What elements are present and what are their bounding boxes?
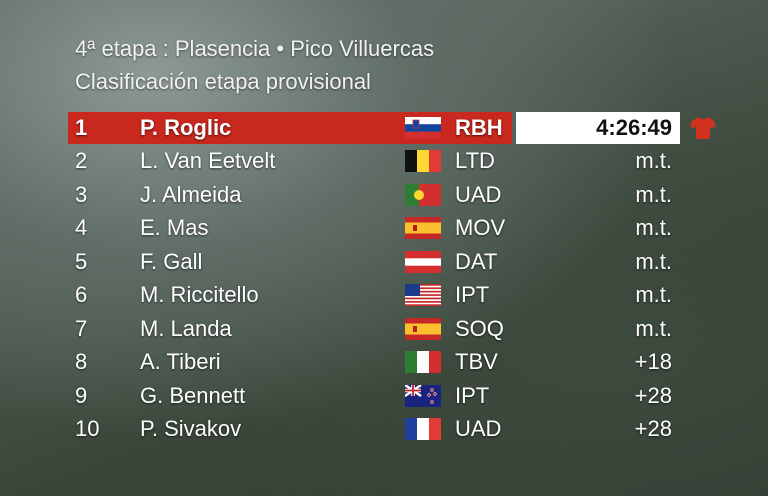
row: 8 A. Tiberi TBV +18 xyxy=(0,346,768,378)
row: 3 J. Almeida UAD m.t. xyxy=(0,179,768,211)
flag xyxy=(405,385,441,407)
rider: M. Riccitello xyxy=(140,282,259,307)
flag xyxy=(405,217,441,239)
team: UAD xyxy=(455,416,502,441)
team: RBH xyxy=(455,115,503,140)
leader-jersey xyxy=(690,117,716,139)
highlight-bar xyxy=(68,112,512,144)
time-box xyxy=(516,112,680,144)
rider: A. Tiberi xyxy=(140,349,221,374)
time: m.t. xyxy=(635,282,672,307)
subtitle: Clasificación etapa provisional xyxy=(75,69,371,94)
row: 2 L. Van Eetvelt LTD m.t. xyxy=(0,145,768,177)
time: +28 xyxy=(634,383,672,408)
team: IPT xyxy=(455,282,490,307)
row: 10 P. Sivakov UAD +28 xyxy=(0,413,768,445)
time: +28 xyxy=(634,416,672,441)
rank: 3 xyxy=(75,182,88,207)
time: 4:26:49 xyxy=(596,115,672,140)
time: +18 xyxy=(634,349,672,374)
flag xyxy=(405,284,441,306)
time: m.t. xyxy=(635,249,672,274)
row: 4 E. Mas MOV m.t. xyxy=(0,212,768,244)
row: 7 M. Landa SOQ m.t. xyxy=(0,313,768,345)
time: m.t. xyxy=(635,316,672,341)
rank: 10 xyxy=(75,416,100,441)
rider: L. Van Eetvelt xyxy=(140,148,276,173)
rider: P. Sivakov xyxy=(140,416,242,441)
team: TBV xyxy=(455,349,498,374)
rank: 6 xyxy=(75,282,88,307)
flag xyxy=(405,117,441,139)
rank: 8 xyxy=(75,349,88,374)
row: 1 P. Roglic RBH 4:26:49 xyxy=(0,112,768,144)
team: IPT xyxy=(455,383,490,408)
rider: P. Roglic xyxy=(140,115,232,140)
team: SOQ xyxy=(455,316,504,341)
flag xyxy=(405,184,441,206)
team: DAT xyxy=(455,249,498,274)
flag xyxy=(405,251,441,273)
time: m.t. xyxy=(635,148,672,173)
rider: E. Mas xyxy=(140,215,209,240)
row: 5 F. Gall DAT m.t. xyxy=(0,246,768,278)
rank: 5 xyxy=(75,249,88,274)
rider: G. Bennett xyxy=(140,383,246,408)
team: UAD xyxy=(455,182,502,207)
stage-title: 4ª etapa : Plasencia • Pico Villuercas xyxy=(75,36,435,61)
rank: 4 xyxy=(75,215,88,240)
team: LTD xyxy=(455,148,495,173)
row: 9 G. Bennett IPT +28 xyxy=(0,380,768,412)
rank: 2 xyxy=(75,148,88,173)
rider: F. Gall xyxy=(140,249,203,274)
flag xyxy=(405,418,441,440)
flag xyxy=(405,351,441,373)
time: m.t. xyxy=(635,182,672,207)
rank: 7 xyxy=(75,316,88,341)
flag xyxy=(405,150,441,172)
time: m.t. xyxy=(635,215,672,240)
team: MOV xyxy=(455,215,506,240)
row: 6 M. Riccitello IPT m.t. xyxy=(0,279,768,311)
rank: 1 xyxy=(75,115,88,140)
rider: J. Almeida xyxy=(140,182,242,207)
rider: M. Landa xyxy=(140,316,232,341)
flag xyxy=(405,318,441,340)
rank: 9 xyxy=(75,383,88,408)
